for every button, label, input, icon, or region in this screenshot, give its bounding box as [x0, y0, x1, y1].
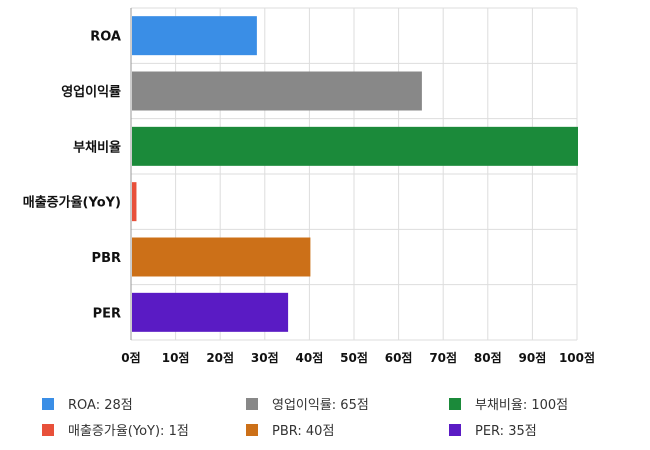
x-tick-label: 50점 [340, 350, 368, 365]
legend-item-pbr[interactable]: PBR: 40점 [246, 420, 334, 439]
legend-label-debt-ratio: 부채비율: 100점 [475, 398, 569, 413]
legend-swatch-sales-growth [42, 423, 54, 436]
bar [132, 292, 289, 332]
legend-swatch-per [449, 423, 461, 436]
legend-label-per: PER: 35점 [475, 424, 537, 439]
x-tick-label: 30점 [251, 350, 279, 365]
category-label: 매출증가율(YoY) [23, 195, 121, 211]
legend-swatch-operating-margin [246, 397, 258, 410]
category-label: PER [93, 306, 121, 321]
bar [132, 126, 578, 166]
category-label: PBR [92, 251, 121, 266]
bar [132, 182, 137, 222]
category-label: 영업이익률 [61, 84, 121, 100]
x-tick-label: 90점 [519, 350, 547, 365]
bar-chart: 0점 10점 20점 30점 40점 50점 60점 70점 80점 90점 100점 ROA 영업이익… [23, 7, 595, 365]
legend-label-sales-growth: 매출증가율(YoY): 1점 [68, 424, 189, 439]
x-tick-label: 80점 [474, 350, 502, 365]
legend-item-operating-margin[interactable]: 영업이익률: 65점 [246, 394, 369, 413]
x-tick-label: 0점 [121, 350, 140, 365]
legend-item-per[interactable]: PER: 35점 [449, 420, 537, 439]
legend-item-roa[interactable]: ROA: 28점 [42, 394, 133, 413]
x-tick-label: 10점 [162, 350, 190, 365]
bar [132, 237, 311, 277]
x-tick-label: 60점 [385, 350, 413, 365]
x-tick-label: 70점 [429, 350, 457, 365]
legend-label-operating-margin: 영업이익률: 65점 [272, 398, 369, 413]
category-label: ROA [90, 30, 121, 45]
legend-label-pbr: PBR: 40점 [272, 424, 335, 439]
bar [132, 16, 257, 56]
legend-item-debt-ratio[interactable]: 부채비율: 100점 [449, 394, 568, 413]
x-tick-label: 20점 [206, 350, 234, 365]
legend-swatch-roa [42, 397, 54, 410]
legend-item-sales-growth[interactable]: 매출증가율(YoY): 1점 [42, 420, 189, 439]
bar [132, 71, 422, 111]
category-label: 부채비율 [73, 139, 121, 155]
legend-label-roa: ROA: 28점 [68, 398, 133, 413]
x-tick-label: 100점 [559, 350, 595, 365]
x-tick-label: 40점 [296, 350, 324, 365]
legend-swatch-debt-ratio [449, 397, 461, 410]
legend-swatch-pbr [246, 423, 258, 436]
